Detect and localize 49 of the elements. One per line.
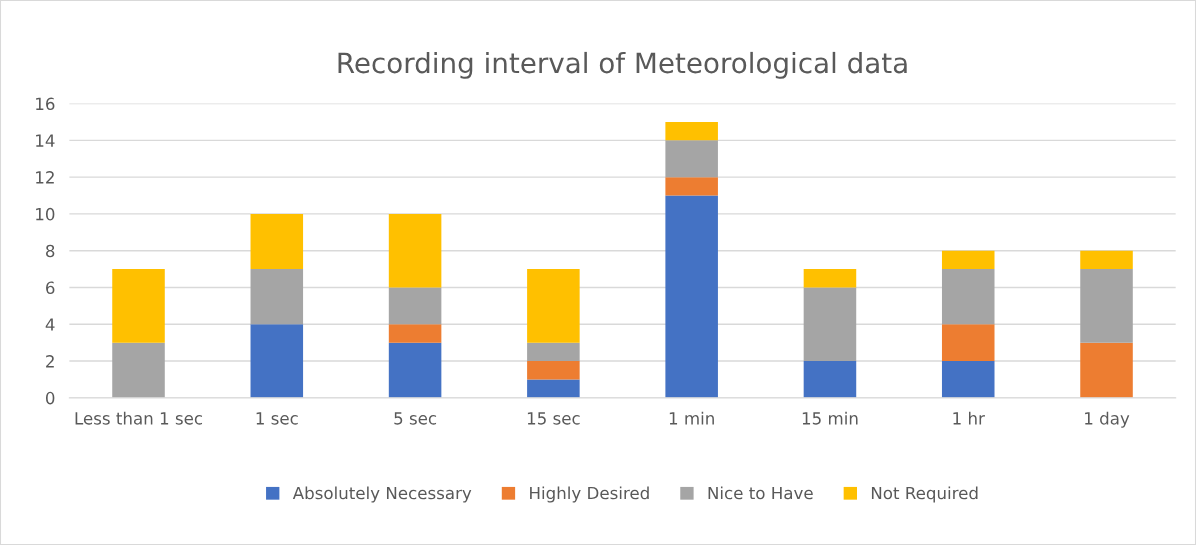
bar <box>527 342 580 362</box>
chart-title: Recording interval of Meteorological data <box>338 51 907 79</box>
bar <box>803 361 857 398</box>
x-tick-label: 1 day <box>1085 411 1130 428</box>
bar <box>527 269 580 343</box>
bar <box>112 342 165 398</box>
y-tick-label: 12 <box>36 171 54 184</box>
legend-label: Absolutely Necessary <box>292 486 472 503</box>
legend-label: Not Required <box>871 486 978 503</box>
y-tick-label: 2 <box>46 355 54 368</box>
x-tick-label: 1 min <box>669 411 714 425</box>
bar <box>803 269 857 288</box>
bar <box>941 361 995 398</box>
bar <box>388 213 442 288</box>
y-tick-label: 8 <box>46 244 55 258</box>
bar <box>250 269 304 325</box>
bar <box>388 287 442 325</box>
x-tick-label: 15 min <box>802 411 858 425</box>
bar <box>388 324 442 343</box>
y-tick-label: 14 <box>36 134 55 147</box>
bar <box>527 379 580 398</box>
bar <box>665 177 718 196</box>
legend-label: Nice to Have <box>708 486 813 500</box>
bar <box>527 361 580 380</box>
bar <box>665 121 718 141</box>
bar <box>250 324 304 398</box>
bar <box>1080 342 1133 398</box>
bar <box>941 250 995 270</box>
bar <box>388 342 442 398</box>
bar <box>250 213 304 270</box>
bar <box>112 269 165 343</box>
x-tick-label: Less than 1 sec <box>75 411 203 425</box>
bar <box>941 324 995 362</box>
bar <box>1080 269 1133 343</box>
y-tick-label: 10 <box>36 207 55 221</box>
x-tick-label: 15 sec <box>527 412 580 425</box>
bar <box>803 287 857 362</box>
bar <box>1080 250 1133 270</box>
bar <box>941 269 995 325</box>
bar <box>665 140 718 178</box>
x-tick-label: 1 sec <box>256 412 298 425</box>
legend-label: Highly Desired <box>530 486 649 503</box>
x-tick-label: 5 sec <box>394 412 437 425</box>
y-tick-label: 6 <box>46 281 55 295</box>
y-tick-label: 0 <box>45 391 55 405</box>
x-tick-label: 1 hr <box>953 411 985 425</box>
y-tick-label: 16 <box>36 97 55 111</box>
y-tick-label: 4 <box>45 318 55 331</box>
bar <box>665 195 718 398</box>
